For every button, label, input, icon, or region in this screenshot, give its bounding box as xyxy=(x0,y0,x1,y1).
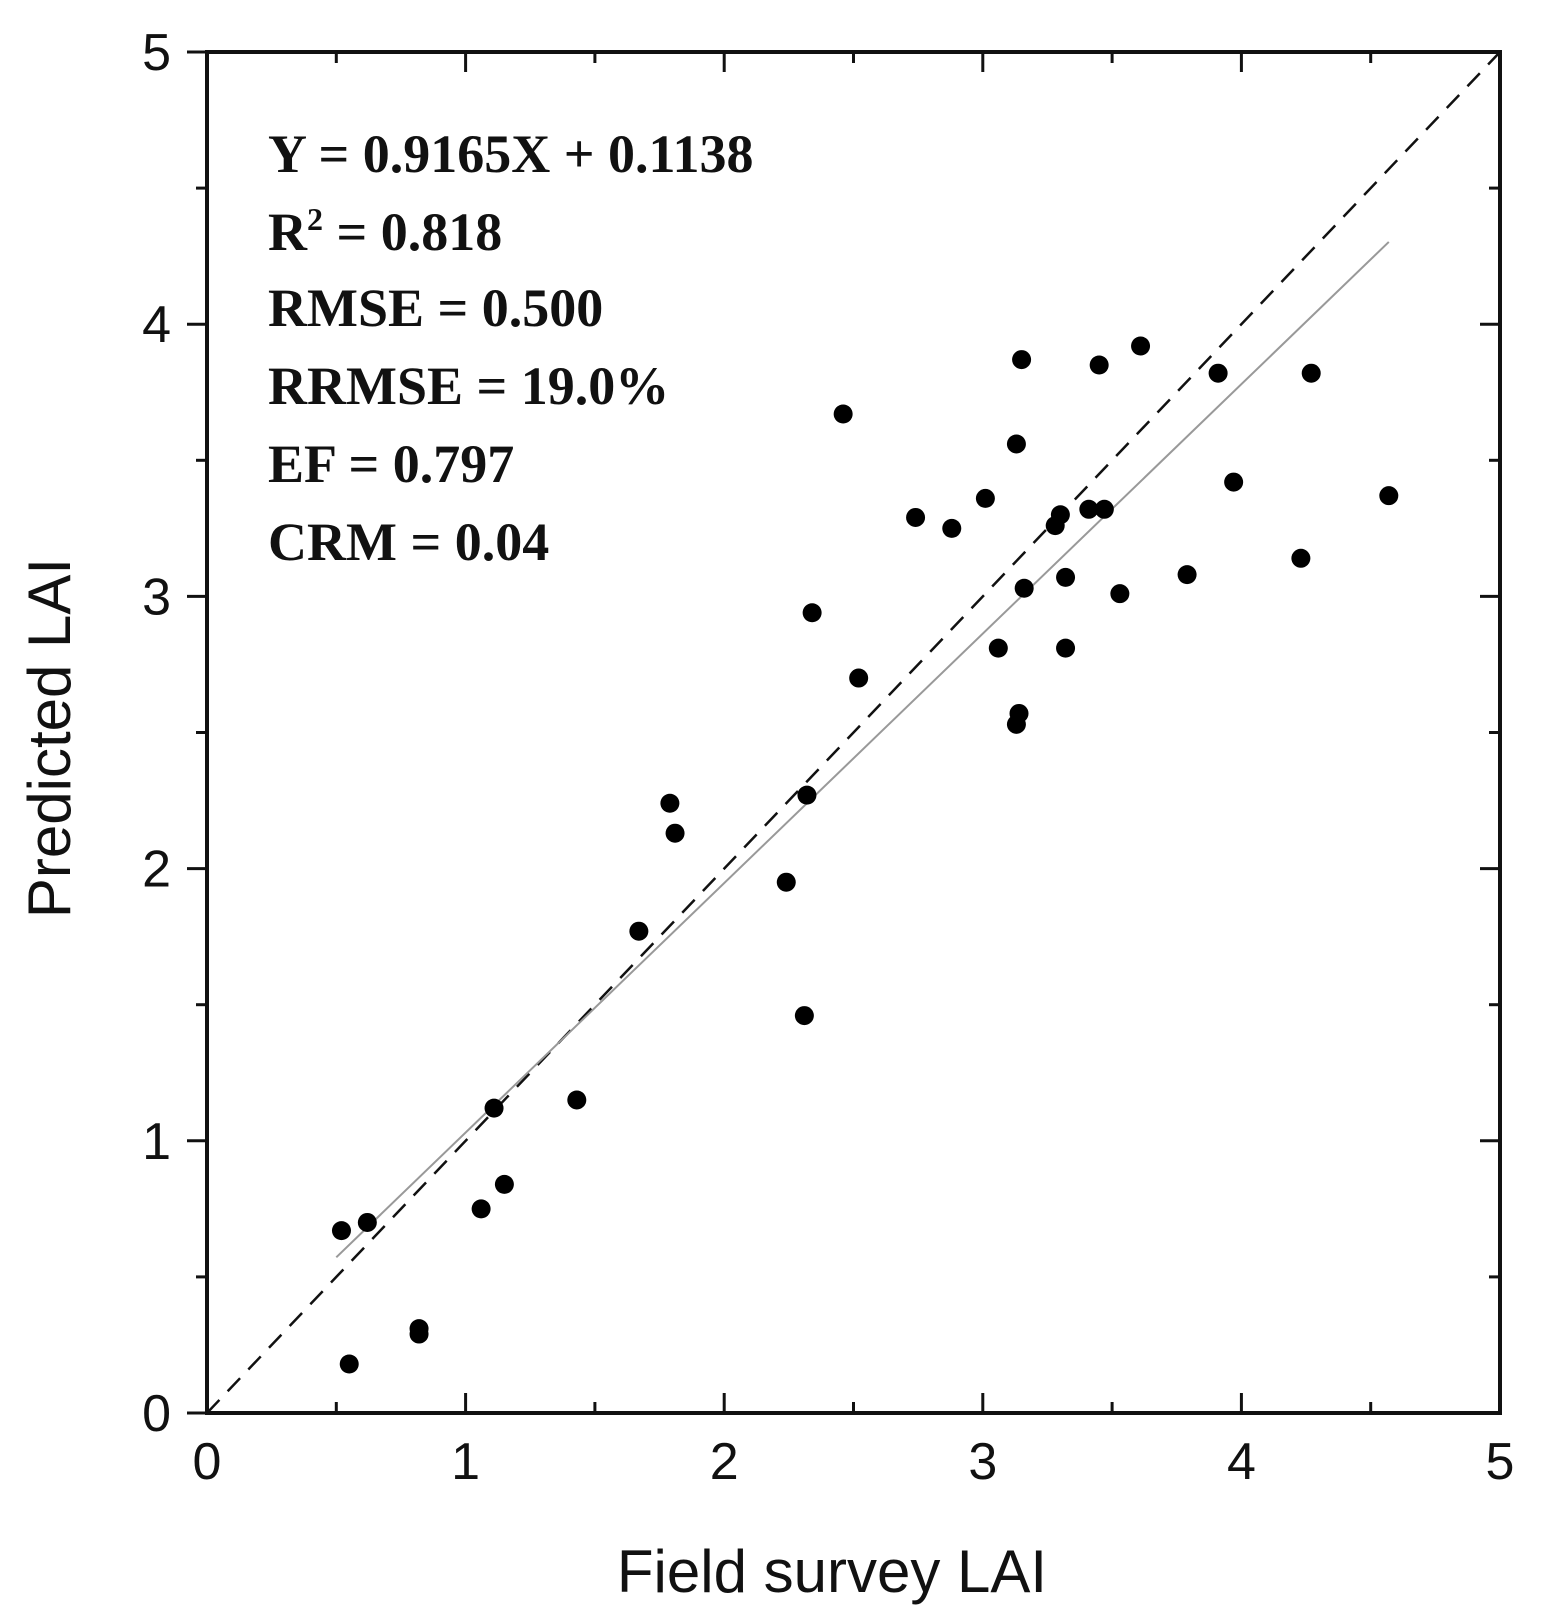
data-point xyxy=(331,1221,351,1241)
data-point xyxy=(1208,363,1228,383)
rmse-stat: RMSE = 0.500 xyxy=(268,278,603,338)
data-point xyxy=(494,1174,514,1194)
r-squared-prefix: R xyxy=(268,202,308,262)
y-tick-label: 5 xyxy=(142,24,171,82)
data-point xyxy=(1131,336,1151,356)
y-tick-label: 0 xyxy=(142,1385,171,1443)
y-tick-label: 1 xyxy=(142,1113,171,1171)
r-squared-stat: R2 = 0.818 xyxy=(268,201,502,262)
crm-stat: CRM = 0.04 xyxy=(268,512,549,572)
x-tick-label: 3 xyxy=(968,1433,997,1491)
data-point xyxy=(1012,350,1032,370)
x-tick-label: 1 xyxy=(451,1433,480,1491)
x-tick-label: 0 xyxy=(193,1433,222,1491)
data-point xyxy=(988,638,1008,658)
data-point xyxy=(629,921,649,941)
data-point xyxy=(1301,363,1321,383)
y-axis-label: Predicted LAI xyxy=(16,558,83,918)
x-axis-label: Field survey LAI xyxy=(617,1538,1047,1605)
data-point xyxy=(906,507,926,527)
regression-equation: Y = 0.9165X + 0.1138 xyxy=(268,124,754,184)
data-point xyxy=(849,668,869,688)
data-point xyxy=(339,1354,359,1374)
r-squared-value: = 0.818 xyxy=(323,202,502,262)
data-point xyxy=(660,793,680,813)
data-point xyxy=(1006,714,1026,734)
data-point xyxy=(1224,472,1244,492)
data-point xyxy=(484,1098,504,1118)
data-point xyxy=(802,603,822,623)
data-point xyxy=(942,518,962,538)
one-to-one-line xyxy=(206,51,1501,1414)
data-point xyxy=(1089,355,1109,375)
data-point xyxy=(1291,548,1311,568)
x-tick-label: 5 xyxy=(1486,1433,1515,1491)
data-point xyxy=(409,1324,429,1344)
data-point xyxy=(1056,638,1076,658)
r-squared-superscript: 2 xyxy=(307,201,323,237)
data-point xyxy=(776,872,796,892)
data-point xyxy=(797,785,817,805)
data-point xyxy=(1014,578,1034,598)
data-point xyxy=(975,488,995,508)
rrmse-stat: RRMSE = 19.0% xyxy=(268,356,669,416)
data-point xyxy=(567,1090,587,1110)
x-tick-label: 2 xyxy=(710,1433,739,1491)
y-tick-label: 4 xyxy=(142,296,171,354)
y-tick-label: 2 xyxy=(142,841,171,899)
data-point xyxy=(1110,584,1130,604)
data-point xyxy=(1094,499,1114,519)
data-point xyxy=(665,823,685,843)
data-point xyxy=(794,1006,814,1026)
data-point xyxy=(1177,565,1197,585)
data-point xyxy=(1050,505,1070,525)
data-point xyxy=(833,404,853,424)
data-point xyxy=(357,1212,377,1232)
data-point xyxy=(471,1199,491,1219)
y-tick-label: 3 xyxy=(142,568,171,626)
fit-line xyxy=(335,241,1390,1259)
x-tick-label: 4 xyxy=(1227,1433,1256,1491)
data-point xyxy=(1079,499,1099,519)
data-point xyxy=(1006,434,1026,454)
data-point xyxy=(1056,567,1076,587)
ef-stat: EF = 0.797 xyxy=(268,434,514,494)
data-point xyxy=(1379,486,1399,506)
